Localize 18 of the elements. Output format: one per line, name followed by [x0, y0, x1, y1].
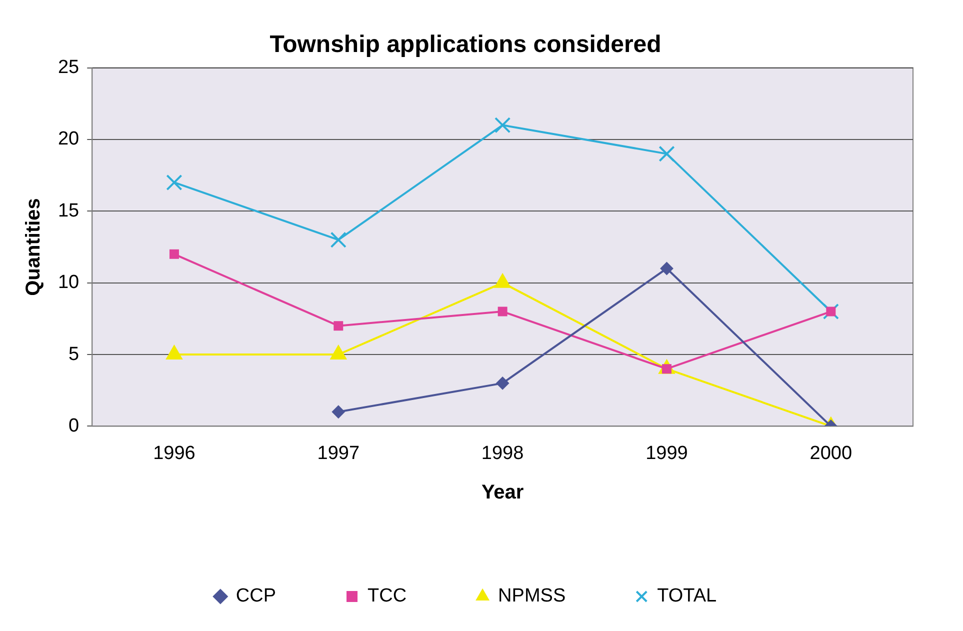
x-tick-label: 2000 [810, 442, 852, 464]
y-tick-label: 20 [58, 128, 80, 150]
x-tick-label: 1998 [481, 442, 524, 464]
y-tick-label: 10 [58, 272, 80, 294]
x-tick-label: 1999 [646, 442, 688, 464]
legend-label: TCC [368, 586, 407, 607]
legend-label: TOTAL [657, 586, 717, 607]
legend-label: CCP [236, 586, 276, 607]
y-tick-label: 25 [58, 57, 80, 78]
chart-title: Township applications considered [270, 31, 662, 58]
y-tick-label: 5 [68, 344, 80, 365]
x-tick-label: 1996 [153, 442, 196, 464]
x-axis-title: Year [481, 482, 524, 504]
y-tick-label: 15 [58, 200, 80, 222]
y-axis-title: Quantities [22, 198, 45, 296]
y-tick-label: 0 [68, 415, 80, 436]
legend-label: NPMSS [498, 586, 566, 607]
x-tick-label: 1997 [317, 442, 360, 464]
